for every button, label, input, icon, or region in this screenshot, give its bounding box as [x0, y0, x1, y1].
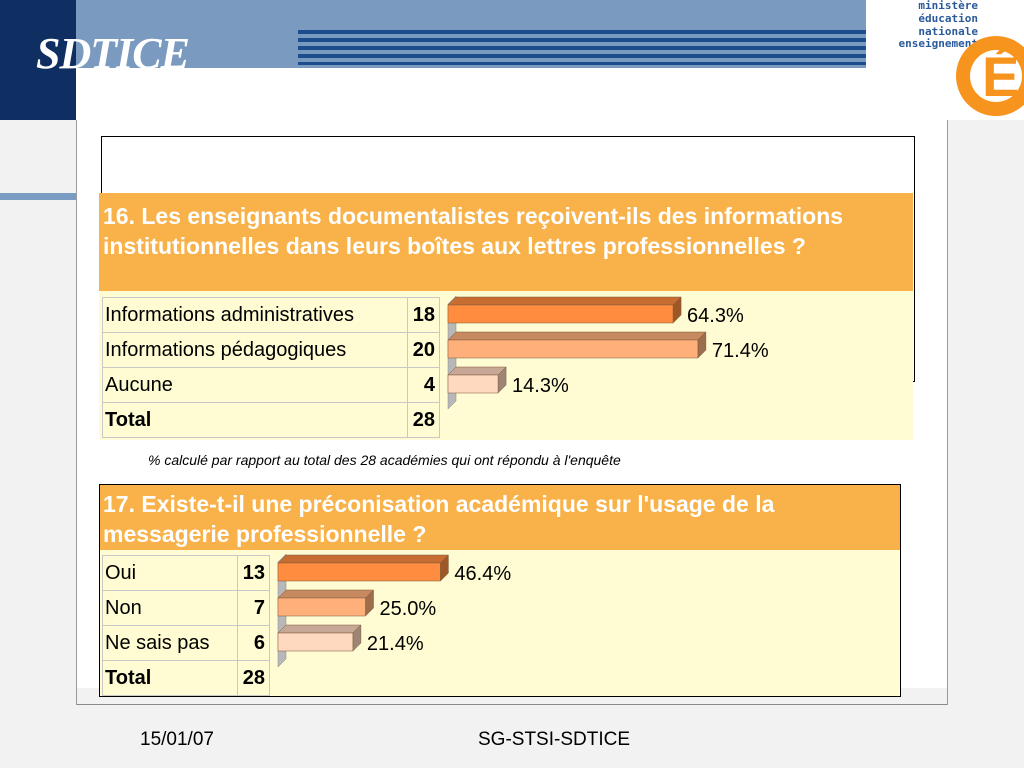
- question-17-title-box: 17. Existe-t-il une préconisation académ…: [99, 484, 901, 550]
- count-value: 18: [407, 297, 440, 333]
- logo-e-icon: É: [956, 36, 1024, 116]
- brand-title: SDTICE: [36, 29, 190, 78]
- table-row: Non 7: [102, 590, 270, 626]
- data-label: 64.3%: [687, 305, 744, 327]
- count-value: 7: [237, 590, 270, 626]
- table-row-total: Total 28: [102, 660, 270, 696]
- header-stripe: [298, 38, 866, 42]
- data-label: 21.4%: [367, 633, 424, 655]
- header-stripe: [298, 46, 866, 50]
- background-right: [948, 120, 1024, 768]
- bar: [447, 331, 707, 359]
- bar-front: [277, 562, 441, 582]
- data-label: 14.3%: [512, 375, 569, 397]
- table-row: Oui 13: [102, 555, 270, 591]
- bar-front: [277, 597, 366, 617]
- table-row: Ne sais pas 6: [102, 625, 270, 661]
- bar-front: [447, 304, 674, 324]
- logo-letter: É: [982, 45, 1019, 108]
- question-17-title: 17. Existe-t-il une préconisation académ…: [103, 491, 775, 547]
- table-row: Informations administratives 18: [102, 297, 440, 333]
- bar-top: [447, 296, 682, 306]
- data-label: 46.4%: [454, 563, 511, 585]
- logo-line: éducation: [918, 11, 978, 25]
- bar-front: [277, 632, 354, 652]
- logo-line: nationale: [918, 24, 978, 38]
- count-value: 6: [237, 625, 270, 661]
- count-value: 13: [237, 555, 270, 591]
- count-value: 4: [407, 367, 440, 403]
- ministry-logo: ministère éducation nationale enseigneme…: [866, 0, 1024, 120]
- logo-line: ministère: [918, 0, 978, 12]
- divider-left: [76, 120, 77, 705]
- question-17-table: Oui 13 Non 7 Ne sais pas 6 Total 28: [102, 555, 270, 696]
- category-label: Ne sais pas: [102, 625, 238, 661]
- brand-box: [0, 0, 76, 120]
- background-bottom: [0, 705, 1024, 768]
- question-17-bar-chart: 46.4% 25.0% 21.4%: [277, 553, 511, 668]
- divider-right: [947, 120, 948, 705]
- header-stripe: [298, 54, 866, 58]
- logo-line: enseignement: [898, 37, 978, 51]
- total-label: Total: [102, 660, 238, 696]
- background-left: [0, 120, 76, 768]
- bar: [447, 296, 682, 324]
- total-value: 28: [237, 660, 270, 696]
- bar-top: [277, 589, 375, 599]
- bar: [277, 589, 375, 617]
- question-16-table: Informations administratives 18 Informat…: [102, 297, 440, 438]
- header-band: [76, 0, 866, 68]
- question-16-title-box: 16. Les enseignants documentalistes reço…: [99, 193, 913, 291]
- category-label: Non: [102, 590, 238, 626]
- footer-org: SG-STSI-SDTICE: [478, 729, 631, 750]
- footnote: % calculé par rapport au total des 28 ac…: [148, 452, 621, 468]
- bar-top: [277, 554, 450, 564]
- side-accent-bar: [0, 193, 76, 200]
- table-row: Aucune 4: [102, 367, 440, 403]
- header-stripe: [298, 62, 866, 65]
- question-16-bar-chart: 64.3% 71.4% 14.3%: [447, 295, 769, 410]
- category-label: Informations pédagogiques: [102, 332, 408, 368]
- category-label: Informations administratives: [102, 297, 408, 333]
- question-16-title: 16. Les enseignants documentalistes reço…: [103, 203, 844, 259]
- bar-front: [447, 339, 699, 359]
- bar-top: [447, 366, 507, 376]
- data-label: 71.4%: [712, 340, 769, 362]
- total-label: Total: [102, 402, 408, 438]
- data-label: 25.0%: [380, 598, 437, 620]
- bar: [447, 366, 507, 394]
- bar: [277, 624, 362, 652]
- bar-front: [447, 374, 499, 394]
- bar-top: [447, 331, 707, 341]
- count-value: 20: [407, 332, 440, 368]
- category-label: Oui: [102, 555, 238, 591]
- footer-date: 15/01/07: [140, 729, 214, 750]
- table-row: Informations pédagogiques 20: [102, 332, 440, 368]
- category-label: Aucune: [102, 367, 408, 403]
- header-stripe: [298, 30, 866, 34]
- bar: [277, 554, 450, 582]
- bar-top: [277, 624, 362, 634]
- table-row-total: Total 28: [102, 402, 440, 438]
- total-value: 28: [407, 402, 440, 438]
